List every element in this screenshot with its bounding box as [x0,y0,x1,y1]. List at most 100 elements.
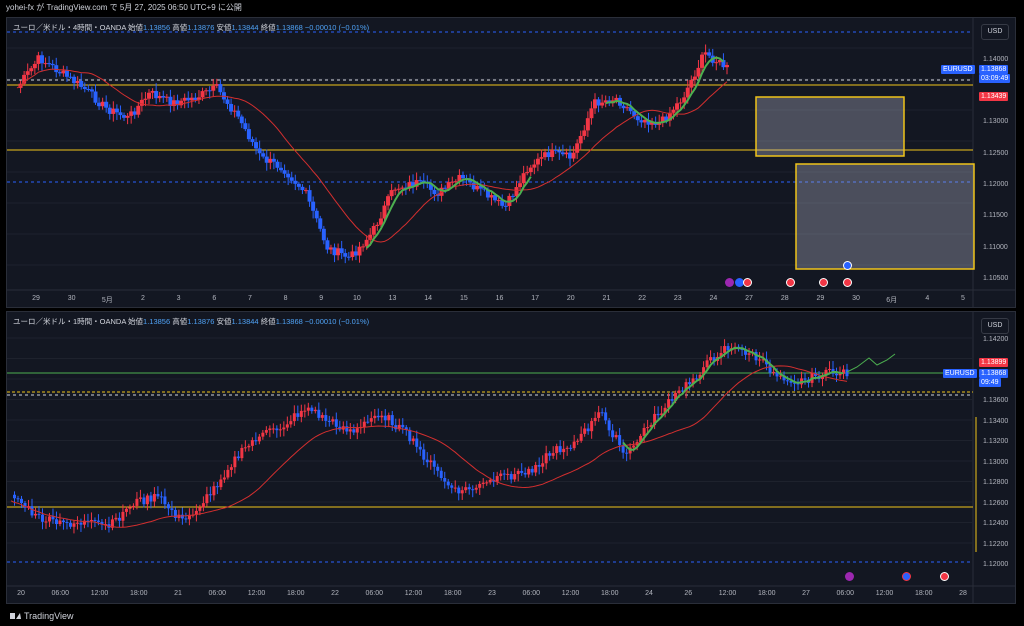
candle [361,246,366,248]
candle [845,369,849,377]
chart-canvas-4h[interactable] [7,18,1016,308]
candle [239,116,244,124]
time-axis-label: 3 [176,295,181,302]
time-axis-label: 5 [961,295,965,302]
publish-header: yohei-fx が TradingView.com で 5月 27, 2025… [0,0,1024,16]
chart-panel-1h[interactable]: ユーロ／米ドル・1時間・OANDA 始値1.13856 高値1.13876 安値… [6,311,1016,604]
candle [164,96,169,98]
candle [432,460,436,467]
candle [621,105,626,109]
us-flag-event-icon[interactable] [743,278,752,287]
candle [535,158,540,165]
candle [324,415,328,421]
candle [838,373,842,376]
lightning-event-icon[interactable] [845,572,854,581]
candle [478,483,482,488]
candle [842,369,846,374]
candle [586,428,590,432]
time-axis-label: 18:00 [286,590,305,597]
candle [275,428,279,431]
candle [691,378,695,385]
candle [54,519,58,525]
candle [460,174,465,179]
us-flag-event-icon[interactable] [786,278,795,287]
candle [600,412,604,414]
time-axis-label: 21 [174,590,182,597]
time-axis-label: 5月 [101,297,113,304]
candle [268,158,273,163]
candle [117,517,121,521]
candle [446,481,450,486]
candle [353,251,358,256]
candle [161,95,166,98]
candle [793,382,797,384]
lightning-event-icon[interactable] [725,278,734,287]
red-price-tag: 1.13899 [979,358,1009,367]
candle [576,440,580,442]
candle [611,430,615,438]
candle [184,518,188,520]
flag-event-icon[interactable] [843,261,852,270]
candle [698,374,702,380]
candle [583,428,587,434]
candle [516,470,520,475]
tradingview-logo-icon [10,612,21,620]
candle [229,467,233,470]
candle [352,429,356,433]
candle [279,167,284,171]
flag-event-icon[interactable] [902,572,911,581]
candle [303,410,307,412]
currency-button[interactable]: USD [981,318,1009,334]
candle [389,190,394,197]
chart-panel-4h[interactable]: ユーロ／米ドル・4時間・OANDA 始値1.13856 高値1.13876 安値… [6,17,1016,308]
time-axis-label: 8 [283,295,288,302]
candle [375,224,380,227]
candle [43,63,48,65]
us-flag-event-icon[interactable] [819,278,828,287]
legend-4h: ユーロ／米ドル・4時間・OANDA 始値1.13856 高値1.13876 安値… [13,22,369,33]
candle [296,413,300,417]
candle [418,180,423,182]
ohlc-close: 1.13868 [275,23,303,32]
price-axis-label: 1.12000 [983,561,1009,568]
candle [453,181,458,183]
time-axis-label: 06:00 [365,590,384,597]
candle [129,111,134,116]
symbol-tag: EURUSD [943,369,977,378]
candle [779,375,783,377]
candle [310,407,314,412]
candle [86,88,91,90]
trend-spline [365,176,532,249]
candle [179,100,184,106]
candle [717,60,722,63]
candle [39,55,44,64]
candle [135,498,139,506]
candle [37,513,41,515]
candle [682,97,687,103]
candle [332,247,337,256]
time-axis-label: 23 [488,590,496,597]
brand[interactable]: TradingView [10,611,74,621]
candle [621,445,625,453]
candle [544,453,548,464]
candle [761,359,765,361]
flag-event-icon[interactable] [735,278,744,287]
candle [514,187,519,197]
candle [553,149,558,151]
candle [703,52,708,55]
us-flag-event-icon[interactable] [843,278,852,287]
candle [58,520,62,525]
price-axis-label: 1.12400 [983,520,1009,527]
time-axis-label: 24 [645,590,653,597]
candle [397,424,401,430]
candle [663,407,667,414]
time-axis-label: 12:00 [718,590,737,597]
candle [436,194,441,196]
candle [600,102,605,106]
currency-button[interactable]: USD [981,24,1009,40]
candle [639,435,643,443]
candle [103,524,107,526]
candle [86,520,90,522]
us-flag-event-icon[interactable] [940,572,949,581]
chart-canvas-1h[interactable] [7,312,1016,604]
